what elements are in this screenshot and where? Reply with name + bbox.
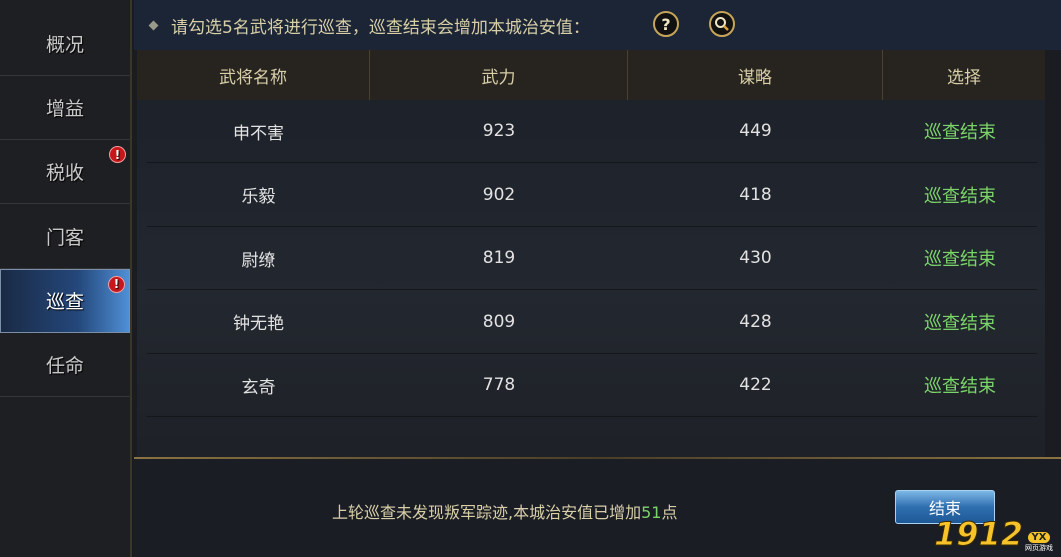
cell-strategy: 428 xyxy=(739,311,772,332)
table-header: 武将名称 武力 谋略 选择 xyxy=(137,50,1045,100)
table-row[interactable]: 玄奇 778 422 巡查结束 xyxy=(147,354,1037,417)
table-row[interactable]: 钟无艳 809 428 巡查结束 xyxy=(147,291,1037,354)
instruction-text: 请勾选5名武将进行巡查，巡查结束会增加本城治安值： xyxy=(171,17,590,38)
sidebar-item-label: 概况 xyxy=(45,34,84,56)
general-table: 武将名称 武力 谋略 选择 申不害 923 449 巡查结束 乐毅 902 418 巡查结束 尉缭 81… xyxy=(137,50,1045,458)
sidebar-item-label: 巡查 xyxy=(45,291,84,314)
cell-strategy: 449 xyxy=(739,121,772,141)
cell-status[interactable]: 巡查结束 xyxy=(924,376,996,397)
table-row[interactable]: 尉缭 819 430 巡查结束 xyxy=(147,227,1037,290)
sidebar-item-label: 门客 xyxy=(45,226,84,249)
sidebar-item-2[interactable]: 税收! xyxy=(0,140,130,205)
cell-status[interactable]: 巡查结束 xyxy=(924,122,996,143)
table-row[interactable]: 乐毅 902 418 巡查结束 xyxy=(147,164,1037,227)
search-icon[interactable] xyxy=(709,11,735,37)
cell-name: 钟无艳 xyxy=(233,314,284,334)
sidebar-item-3[interactable]: 门客 xyxy=(0,205,130,269)
table-row[interactable]: 申不害 923 449 巡查结束 xyxy=(147,100,1037,163)
cell-force: 902 xyxy=(482,184,516,205)
column-header: 武将名称 xyxy=(137,50,370,100)
cell-strategy: 430 xyxy=(739,248,772,268)
sidebar-item-label: 税收 xyxy=(45,162,84,185)
end-button[interactable]: 结束 xyxy=(895,490,995,524)
sidebar-item-4[interactable]: 巡查! xyxy=(0,268,130,333)
column-header: 谋略 xyxy=(628,50,883,100)
patrol-result-message: 上轮巡查未发现叛军踪迹,本城治安值已增加51点 xyxy=(332,499,677,523)
cell-status[interactable]: 巡查结束 xyxy=(924,185,996,207)
cell-name: 乐毅 xyxy=(241,187,276,207)
footer: 上轮巡查未发现叛军踪迹,本城治安值已增加51点 结束 xyxy=(134,459,1061,557)
cell-name: 申不害 xyxy=(233,123,284,144)
cell-strategy: 422 xyxy=(739,375,772,395)
message-value: 51 xyxy=(641,503,662,522)
column-header: 选择 xyxy=(947,67,981,88)
alert-badge-icon: ! xyxy=(109,146,126,164)
sidebar-item-label: 任命 xyxy=(45,355,84,377)
top-bar: 请勾选5名武将进行巡查，巡查结束会增加本城治安值： ? xyxy=(134,0,1061,50)
sidebar-item-5[interactable]: 任命 xyxy=(0,333,130,397)
divider xyxy=(134,457,1061,459)
sidebar: 概况增益税收! 门客巡查! 任命 xyxy=(0,0,132,557)
cell-strategy: 418 xyxy=(739,184,772,205)
cell-force: 778 xyxy=(482,375,516,395)
message-suffix: 点 xyxy=(661,503,678,522)
sidebar-item-label: 增益 xyxy=(45,98,84,121)
cell-force: 819 xyxy=(482,248,516,268)
cell-name: 尉缭 xyxy=(241,250,276,271)
column-header: 武力 xyxy=(370,50,628,100)
alert-badge-icon: ! xyxy=(108,275,125,293)
cell-force: 809 xyxy=(482,311,516,332)
message-prefix: 上轮巡查未发现叛军踪迹,本城治安值已增加 xyxy=(332,503,642,522)
cell-force: 923 xyxy=(482,121,516,141)
cell-name: 玄奇 xyxy=(241,377,276,398)
cell-status[interactable]: 巡查结束 xyxy=(924,249,996,270)
help-icon[interactable]: ? xyxy=(653,11,679,37)
cell-status[interactable]: 巡查结束 xyxy=(924,312,996,334)
sidebar-item-1[interactable]: 增益 xyxy=(0,76,130,141)
sidebar-item-0[interactable]: 概况 xyxy=(0,12,130,76)
bullet-icon xyxy=(148,20,159,30)
watermark-logo: 1912 YX 网页游戏 xyxy=(933,515,1053,554)
